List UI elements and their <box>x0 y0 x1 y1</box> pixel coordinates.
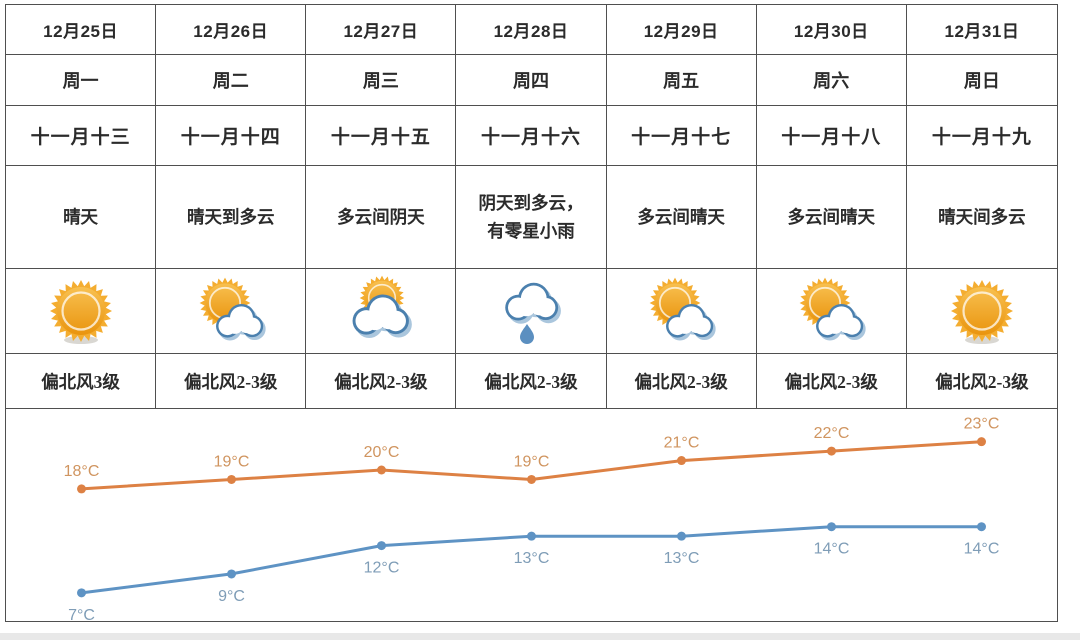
low-temp-label: 13°C <box>514 550 550 567</box>
low-temp-point <box>377 541 386 551</box>
high-temp-point <box>977 437 986 447</box>
weather-icon-cell <box>906 269 1057 354</box>
high-temp-label: 21°C <box>664 435 700 452</box>
low-temp-label: 9°C <box>218 588 245 605</box>
sun-cloud-icon <box>631 271 731 351</box>
date-cell: 12月27日 <box>306 5 457 55</box>
low-temp-label: 7°C <box>68 607 95 621</box>
low-temp-point <box>977 522 986 532</box>
weekday-cell: 周六 <box>756 55 907 106</box>
forecast-table: 12月25日 12月26日 12月27日 12月28日 12月29日 12月30日 12月3… <box>5 4 1058 622</box>
wind-cell: 偏北风2-3级 <box>306 354 457 409</box>
weekday-cell: 周一 <box>6 55 157 106</box>
weekday-cell: 周四 <box>456 55 607 106</box>
high-temp-label: 19°C <box>214 453 250 470</box>
low-temp-point <box>527 531 536 541</box>
weather-text-cell: 晴天间多云 <box>906 166 1057 269</box>
low-temp-label: 14°C <box>814 541 850 558</box>
date-cell: 12月29日 <box>606 5 757 55</box>
high-temp-point <box>77 484 86 494</box>
weather-icon-cell <box>756 269 907 354</box>
low-temp-point <box>677 531 686 541</box>
date-cell: 12月31日 <box>906 5 1057 55</box>
lunar-cell: 十一月十六 <box>456 106 607 166</box>
weather-icon-cell <box>606 269 757 354</box>
lunar-cell: 十一月十七 <box>606 106 757 166</box>
weekday-cell: 周三 <box>306 55 457 106</box>
low-temp-point <box>827 522 836 532</box>
date-cell: 12月28日 <box>456 5 607 55</box>
sun-icon <box>932 271 1032 351</box>
lunar-cell: 十一月十九 <box>906 106 1057 166</box>
lunar-cell: 十一月十八 <box>756 106 907 166</box>
lunar-cell: 十一月十四 <box>156 106 307 166</box>
date-cell: 12月26日 <box>156 5 307 55</box>
weather-icon-cell <box>6 269 157 354</box>
low-temp-point <box>227 569 236 579</box>
high-temp-label: 22°C <box>814 425 850 442</box>
lunar-cell: 十一月十五 <box>306 106 457 166</box>
low-temp-label: 12°C <box>364 560 400 577</box>
sun-cloud-icon <box>181 271 281 351</box>
sun-icon <box>31 271 131 351</box>
wind-cell: 偏北风2-3级 <box>456 354 607 409</box>
temperature-chart-canvas: 18°C 19°C 20°C 19°C 21°C 22°C 23°C 7°C 9°C 12°C 13… <box>64 416 1000 621</box>
weather-text-cell: 晴天到多云 <box>156 166 307 269</box>
high-temp-point <box>377 465 386 475</box>
high-temp-label: 20°C <box>364 444 400 461</box>
weekday-cell: 周五 <box>606 55 757 106</box>
high-temp-point <box>227 474 236 484</box>
wind-cell: 偏北风2-3级 <box>756 354 907 409</box>
high-temp-label: 19°C <box>514 453 550 470</box>
weather-text-cell: 多云间阴天 <box>306 166 457 269</box>
high-temp-point <box>527 474 536 484</box>
sun-cloud-icon <box>781 271 881 351</box>
low-temp-label: 13°C <box>664 550 700 567</box>
weather-text-cell: 多云间晴天 <box>606 166 757 269</box>
date-cell: 12月25日 <box>6 5 157 55</box>
high-temp-point <box>827 446 836 456</box>
weather-text-cell: 晴天 <box>6 166 157 269</box>
wind-cell: 偏北风2-3级 <box>906 354 1057 409</box>
cloud-sun-icon <box>331 271 431 351</box>
weather-icon-cell <box>306 269 457 354</box>
low-temp-point <box>77 588 86 598</box>
weather-icon-cell <box>456 269 607 354</box>
date-cell: 12月30日 <box>756 5 907 55</box>
wind-cell: 偏北风2-3级 <box>156 354 307 409</box>
footer-strip <box>0 633 1080 640</box>
wind-cell: 偏北风3级 <box>6 354 157 409</box>
weather-text-cell: 阴天到多云， 有零星小雨 <box>456 166 607 269</box>
weekday-cell: 周日 <box>906 55 1057 106</box>
forecast-grid: 12月25日 12月26日 12月27日 12月28日 12月29日 12月30日 12月3… <box>6 5 1057 409</box>
rain-cloud-icon <box>481 271 581 351</box>
temperature-chart: 18°C 19°C 20°C 19°C 21°C 22°C 23°C 7°C 9°C 12°C 13… <box>6 409 1057 621</box>
weather-text-cell: 多云间晴天 <box>756 166 907 269</box>
lunar-cell: 十一月十三 <box>6 106 157 166</box>
wind-cell: 偏北风2-3级 <box>606 354 757 409</box>
high-temp-label: 18°C <box>64 463 100 480</box>
high-temp-point <box>677 456 686 466</box>
weekday-cell: 周二 <box>156 55 307 106</box>
high-temp-label: 23°C <box>964 416 1000 433</box>
low-temp-label: 14°C <box>964 541 1000 558</box>
weather-icon-cell <box>156 269 307 354</box>
